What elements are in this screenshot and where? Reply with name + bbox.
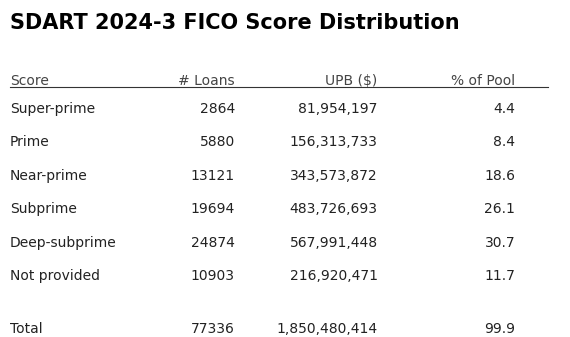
Text: Total: Total	[10, 322, 42, 336]
Text: 19694: 19694	[190, 202, 235, 216]
Text: 567,991,448: 567,991,448	[290, 236, 378, 250]
Text: 13121: 13121	[191, 169, 235, 183]
Text: 156,313,733: 156,313,733	[290, 135, 378, 149]
Text: Score: Score	[10, 74, 48, 88]
Text: SDART 2024-3 FICO Score Distribution: SDART 2024-3 FICO Score Distribution	[10, 13, 459, 33]
Text: 26.1: 26.1	[484, 202, 515, 216]
Text: # Loans: # Loans	[178, 74, 235, 88]
Text: Prime: Prime	[10, 135, 50, 149]
Text: 11.7: 11.7	[484, 269, 515, 283]
Text: Near-prime: Near-prime	[10, 169, 87, 183]
Text: 5880: 5880	[200, 135, 235, 149]
Text: 4.4: 4.4	[493, 102, 515, 116]
Text: 18.6: 18.6	[484, 169, 515, 183]
Text: 24874: 24874	[191, 236, 235, 250]
Text: Super-prime: Super-prime	[10, 102, 95, 116]
Text: % of Pool: % of Pool	[451, 74, 515, 88]
Text: 81,954,197: 81,954,197	[298, 102, 378, 116]
Text: 343,573,872: 343,573,872	[290, 169, 378, 183]
Text: 2864: 2864	[200, 102, 235, 116]
Text: 10903: 10903	[191, 269, 235, 283]
Text: UPB ($): UPB ($)	[325, 74, 378, 88]
Text: 99.9: 99.9	[484, 322, 515, 336]
Text: Not provided: Not provided	[10, 269, 100, 283]
Text: Deep-subprime: Deep-subprime	[10, 236, 116, 250]
Text: 77336: 77336	[191, 322, 235, 336]
Text: 1,850,480,414: 1,850,480,414	[276, 322, 378, 336]
Text: Subprime: Subprime	[10, 202, 76, 216]
Text: 216,920,471: 216,920,471	[290, 269, 378, 283]
Text: 30.7: 30.7	[484, 236, 515, 250]
Text: 8.4: 8.4	[493, 135, 515, 149]
Text: 483,726,693: 483,726,693	[290, 202, 378, 216]
